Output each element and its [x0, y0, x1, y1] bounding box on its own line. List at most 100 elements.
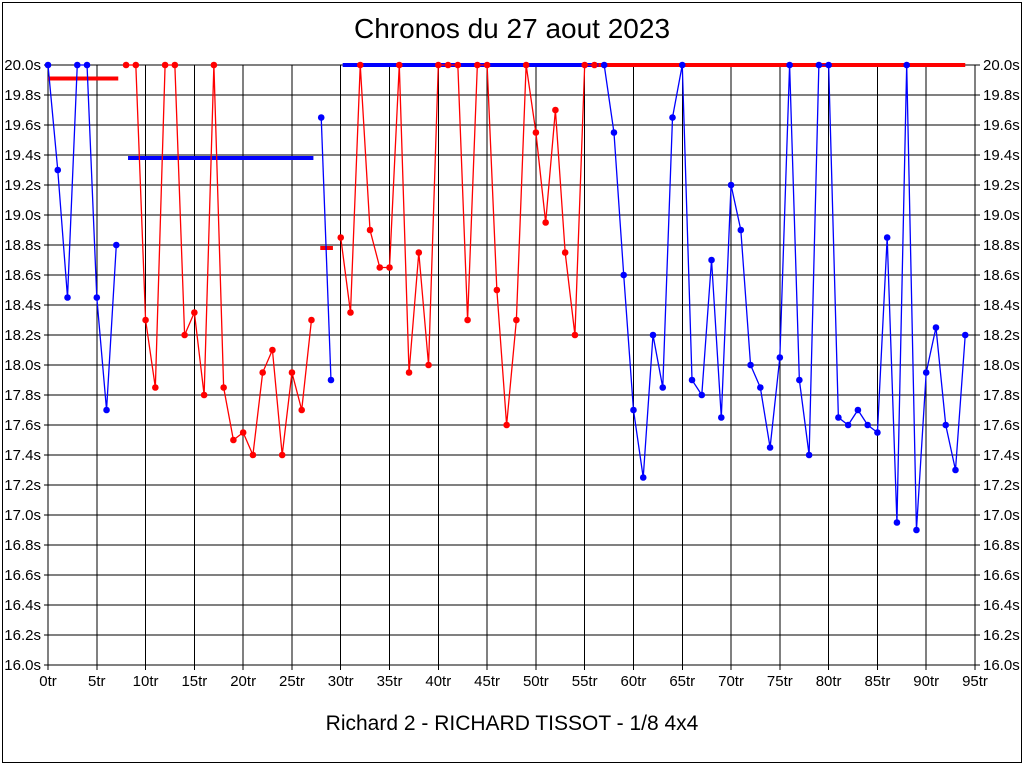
data-point-blue	[630, 406, 637, 414]
data-point-blue	[805, 451, 813, 459]
y-axis-label-left: 19.4s	[4, 147, 41, 164]
series-line-run-5-blue	[603, 64, 966, 531]
data-point-blue	[44, 61, 52, 69]
data-point-blue	[757, 384, 764, 391]
data-point-red	[142, 316, 149, 324]
data-point-blue	[864, 421, 871, 429]
data-point-blue	[942, 421, 950, 429]
data-point-blue	[113, 241, 120, 249]
data-point-blue	[600, 61, 608, 69]
data-point-red	[269, 346, 276, 354]
data-point-red	[200, 391, 208, 399]
data-point-blue	[678, 61, 686, 69]
data-point-blue	[727, 181, 735, 189]
data-point-red	[454, 61, 462, 69]
data-point-blue	[688, 376, 696, 384]
data-point-red	[230, 436, 237, 444]
y-axis-label-left: 18.8s	[4, 237, 41, 254]
data-point-red	[376, 264, 384, 271]
data-point-red	[483, 61, 491, 69]
x-axis-label: 25tr	[279, 673, 305, 690]
data-point-blue	[903, 61, 910, 69]
y-axis-label-right: 17.4s	[983, 447, 1020, 464]
x-axis-label: 85tr	[864, 673, 890, 690]
y-axis-label-left: 17.2s	[4, 477, 41, 494]
data-point-blue	[717, 414, 725, 421]
data-point-red	[571, 331, 579, 339]
data-point-red	[522, 61, 530, 69]
data-point-red	[386, 264, 393, 271]
data-point-blue	[766, 444, 774, 451]
y-axis-label-left: 16.4s	[4, 597, 41, 614]
data-point-red	[298, 406, 306, 414]
data-point-blue	[835, 414, 842, 421]
data-point-blue	[747, 361, 754, 369]
y-axis-label-right: 19.2s	[983, 177, 1020, 194]
y-axis-label-right: 17.2s	[983, 477, 1020, 494]
x-axis-label: 10tr	[133, 673, 159, 690]
data-point-red	[425, 361, 432, 369]
data-point-red	[132, 61, 140, 69]
y-axis-label-left: 17.4s	[4, 447, 41, 464]
y-axis-label-left: 18.6s	[4, 267, 41, 284]
data-point-red	[308, 316, 315, 324]
data-point-red	[435, 61, 442, 69]
data-point-blue	[708, 256, 715, 264]
y-axis-label-right: 16.0s	[983, 657, 1020, 674]
y-axis-label-left: 17.0s	[4, 507, 41, 524]
data-point-red	[122, 61, 130, 69]
y-axis-label-right: 20.0s	[983, 57, 1020, 74]
x-axis-label: 30tr	[328, 673, 354, 690]
data-point-blue	[73, 61, 81, 69]
x-axis-label: 70tr	[718, 673, 744, 690]
x-axis-label: 95tr	[962, 673, 988, 690]
x-axis-label: 35tr	[377, 673, 403, 690]
y-axis-label-right: 19.6s	[983, 117, 1020, 134]
data-point-blue	[669, 114, 676, 121]
data-point-blue	[610, 129, 618, 136]
data-point-blue	[698, 391, 706, 399]
data-point-blue	[844, 421, 852, 429]
y-axis-label-right: 16.4s	[983, 597, 1020, 614]
data-point-blue	[103, 406, 110, 414]
series-line-run-3-blue	[320, 117, 332, 381]
data-point-red	[171, 61, 179, 69]
data-point-red	[395, 61, 403, 69]
data-point-red	[464, 316, 471, 324]
series-line-run-1-blue	[47, 64, 117, 411]
data-point-red	[542, 219, 549, 226]
data-point-blue	[327, 376, 335, 384]
data-point-red	[249, 451, 257, 459]
y-axis-label-left: 18.0s	[4, 357, 41, 374]
data-point-red	[161, 61, 169, 69]
y-axis-label-left: 16.8s	[4, 537, 41, 554]
data-point-red	[191, 309, 198, 316]
y-axis-label-right: 19.0s	[983, 207, 1020, 224]
data-point-red	[415, 249, 423, 256]
y-axis-label-right: 18.8s	[983, 237, 1020, 254]
data-point-blue	[83, 61, 91, 69]
y-axis-label-right: 18.6s	[983, 267, 1020, 284]
y-axis-label-left: 18.4s	[4, 297, 41, 314]
data-point-blue	[893, 519, 901, 526]
data-point-red	[552, 106, 559, 114]
data-point-blue	[93, 294, 101, 301]
data-point-red	[288, 369, 296, 376]
x-axis-label: 60tr	[621, 673, 647, 690]
data-point-red	[591, 61, 598, 69]
y-axis-label-right: 18.4s	[983, 297, 1020, 314]
data-point-blue	[737, 226, 745, 234]
data-point-blue	[825, 61, 832, 69]
y-axis-label-left: 16.0s	[4, 657, 41, 674]
data-point-red	[356, 61, 364, 69]
data-point-blue	[639, 474, 647, 481]
y-axis-label-left: 19.6s	[4, 117, 41, 134]
data-point-red	[405, 369, 413, 376]
x-axis-label: 55tr	[572, 673, 598, 690]
data-point-red	[210, 61, 218, 69]
data-point-blue	[874, 429, 881, 436]
data-point-blue	[913, 526, 920, 534]
data-point-blue	[54, 166, 62, 174]
